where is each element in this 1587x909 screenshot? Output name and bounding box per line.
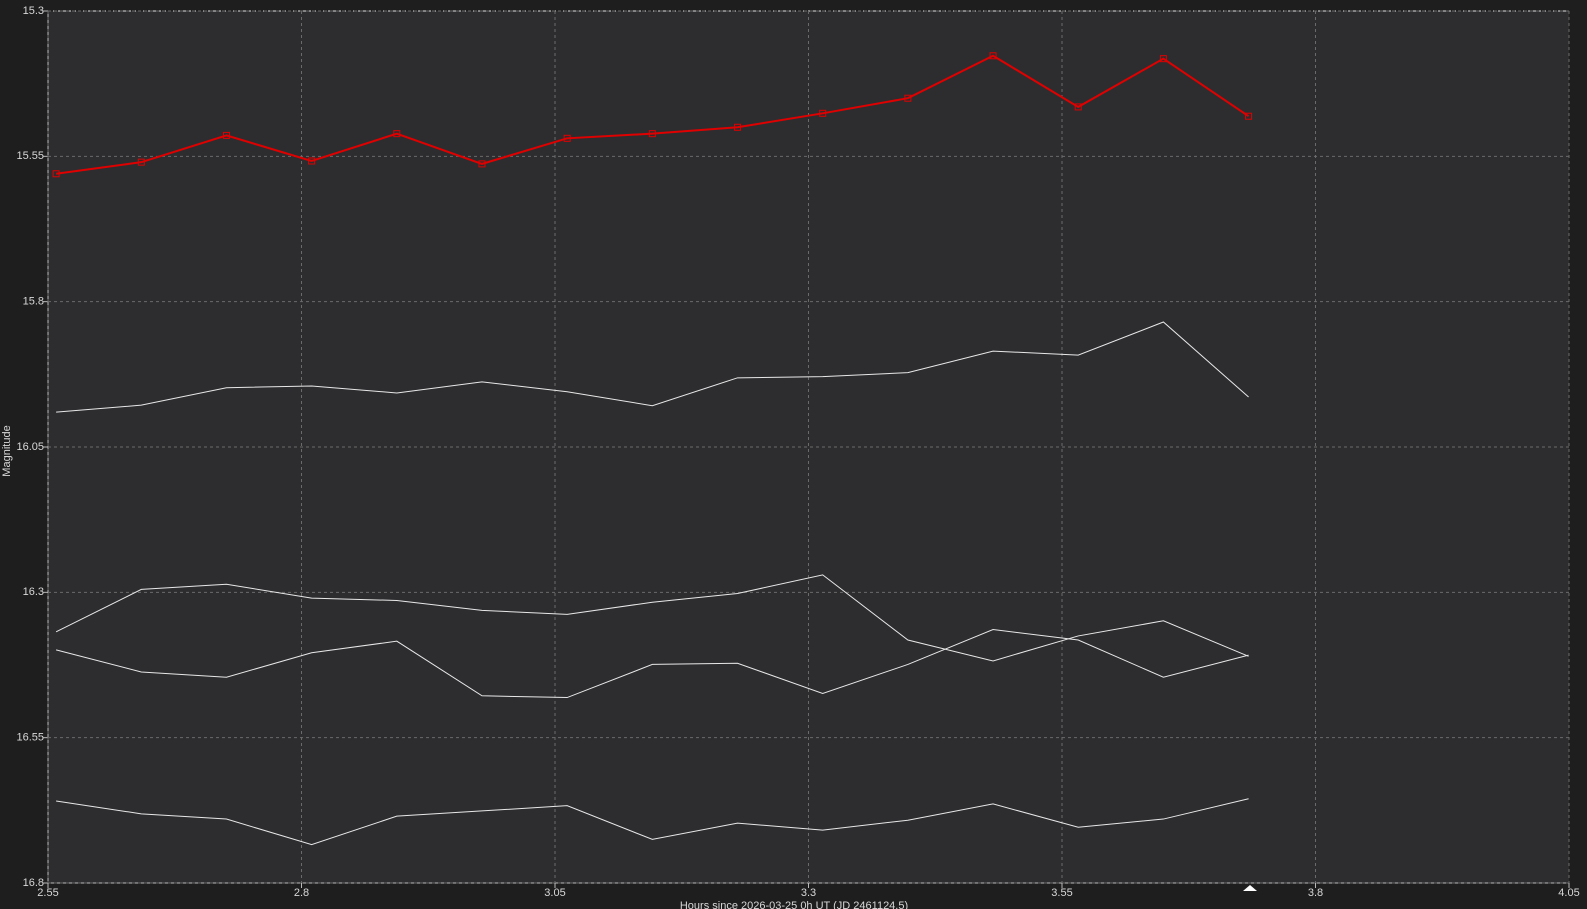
point-marker xyxy=(222,131,230,139)
point-marker xyxy=(1245,112,1253,120)
point-marker xyxy=(478,160,486,168)
point-marker xyxy=(819,109,827,117)
point-marker xyxy=(563,134,571,142)
x-tick-label: 2.8 xyxy=(294,887,309,899)
point-marker xyxy=(393,130,401,138)
y-tick-label: 16.55 xyxy=(16,732,44,744)
point-marker xyxy=(308,157,316,165)
y-tick-label: 15.55 xyxy=(16,150,44,162)
point-marker xyxy=(137,158,145,166)
series-line xyxy=(55,574,1249,662)
point-marker xyxy=(989,52,997,60)
x-tick-label: 3.55 xyxy=(1051,887,1072,899)
point-marker xyxy=(52,170,60,178)
series-line xyxy=(56,798,1249,846)
series-line xyxy=(55,54,1250,175)
cursor-marker xyxy=(1243,885,1257,891)
point-marker xyxy=(648,130,656,138)
series-line xyxy=(56,321,1249,413)
y-tick-label: 16.05 xyxy=(16,441,44,453)
x-tick-label: 3.05 xyxy=(544,887,565,899)
y-tick-label: 16.8 xyxy=(23,877,44,889)
point-marker xyxy=(734,123,742,131)
x-tick-label: 4.05 xyxy=(1558,887,1579,899)
y-tick-label: 15.8 xyxy=(23,296,44,308)
point-marker xyxy=(904,94,912,102)
y-tick-label: 15.3 xyxy=(23,5,44,17)
point-marker xyxy=(1159,55,1167,63)
x-tick-label: 2.55 xyxy=(37,887,58,899)
y-tick-label: 16.3 xyxy=(23,586,44,598)
point-marker xyxy=(1074,103,1082,111)
x-tick-label: 3.3 xyxy=(801,887,816,899)
x-axis-label: Hours since 2026-03-25 0h UT (JD 2461124… xyxy=(680,900,908,909)
x-tick-label: 3.8 xyxy=(1308,887,1323,899)
y-axis-label: Magnitude xyxy=(1,425,13,476)
series-line xyxy=(55,629,1249,699)
